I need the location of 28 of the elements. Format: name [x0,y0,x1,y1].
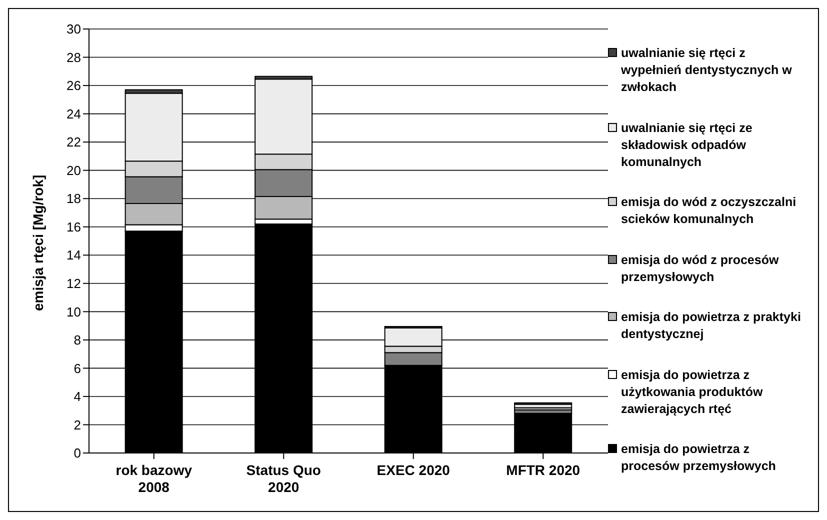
y-tick-label: 10 [66,304,81,320]
y-tick-label: 4 [74,389,81,404]
legend-label: emisja do powietrza z procesów przemysłowych [621,441,777,475]
y-tick-label: 14 [66,248,81,263]
legend-label: uwalnianie się rtęci ze składowisk odpadów komunalnych [621,120,754,170]
y-tick-label: 20 [66,162,81,178]
x-tick-label: rok bazowy 2008 [116,462,192,495]
y-tick-label: 28 [66,50,81,65]
x-tick-label: Status Quo 2020 [246,462,321,495]
y-tick-label: 16 [66,219,81,234]
y-tick-label: 26 [66,78,81,94]
y-axis-title: emisja rtęci [Mg/rok] [30,174,46,311]
y-tick-label: 0 [74,446,81,461]
y-tick-label: 8 [74,332,81,348]
y-tick-label: 30 [66,22,81,37]
legend-label: uwalnianie się rtęci z wypełnień dentystycznych w zwłokach [621,45,793,96]
y-tick-label: 18 [66,191,81,206]
y-tick-label: 12 [66,276,81,292]
x-tick-label: EXEC 2020 [376,462,450,478]
y-tick-label: 24 [66,106,81,122]
y-tick-label: 2 [74,417,81,432]
legend-label: emisja do wód z procesów przemysłowych [621,252,780,286]
y-tick-label: 22 [66,134,81,150]
legend-label: emisja do powietrza z praktyki dentystycznej [621,309,802,343]
legend-label: emisja do wód z oczyszczalni scieków komunalnych [621,194,798,228]
y-tick-label: 6 [74,360,81,376]
x-tick-label: MFTR 2020 [506,462,580,478]
legend-label: emisja do powietrza z użytkowania produktów zawierających rtęć [621,366,764,418]
